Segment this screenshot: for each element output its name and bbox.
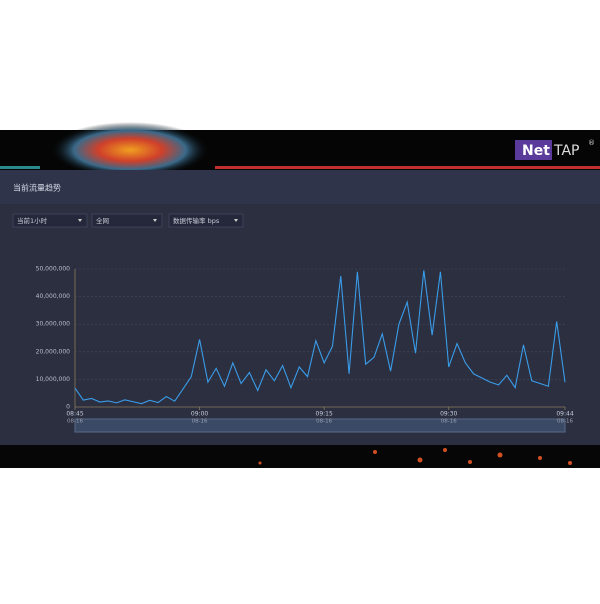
dropdown[interactable] bbox=[12, 213, 88, 228]
y-tick-label: 10,000,000 bbox=[36, 376, 71, 383]
y-tick-label: 0 bbox=[66, 404, 70, 411]
x-tick-date: 08-16 bbox=[557, 419, 573, 425]
dropdown[interactable] bbox=[91, 213, 163, 228]
dropdown-label[interactable]: 当前1小时 bbox=[17, 216, 48, 225]
brand-net: Net bbox=[522, 143, 550, 159]
dropdown-arrow bbox=[153, 219, 157, 222]
x-tick-label: 08:45 bbox=[66, 411, 83, 418]
panel-header bbox=[0, 170, 600, 204]
footer-dots bbox=[258, 448, 572, 465]
brand-box bbox=[515, 140, 552, 160]
brand-mark: ® bbox=[588, 139, 595, 147]
x-tick-date: 08-16 bbox=[441, 419, 457, 425]
traffic-line bbox=[74, 270, 566, 405]
y-tick-label: 30,000,000 bbox=[36, 321, 71, 328]
x-tick-label: 09:44 bbox=[556, 411, 573, 418]
header-splash bbox=[50, 122, 210, 178]
header-stripe bbox=[215, 166, 600, 169]
y-tick-label: 50,000,000 bbox=[36, 266, 71, 273]
panel-title: 当前流量趋势 bbox=[13, 183, 61, 193]
dropdown-label[interactable]: 数据传输率 bps bbox=[173, 216, 220, 225]
footer-bar bbox=[0, 445, 600, 468]
x-tick-label: 09:30 bbox=[440, 411, 457, 418]
panel bbox=[0, 170, 600, 445]
y-tick-label: 20,000,000 bbox=[36, 348, 71, 355]
chart: 0 10,000,000 20,000,000 30,000,000 40,000,00… bbox=[36, 266, 574, 425]
dropdown-arrow bbox=[234, 219, 238, 222]
x-tick-date: 08-16 bbox=[67, 419, 83, 425]
filters: 当前1小时 全网 数据传输率 bps bbox=[12, 213, 244, 228]
header-stripe bbox=[0, 166, 40, 169]
dropdown-label[interactable]: 全网 bbox=[96, 216, 109, 225]
x-tick-label: 09:00 bbox=[191, 411, 208, 418]
dropdown-arrow bbox=[78, 219, 82, 222]
x-tick-label: 09:15 bbox=[316, 411, 333, 418]
brand-tap: TAP bbox=[553, 143, 579, 159]
x-tick-date: 08-16 bbox=[192, 419, 208, 425]
x-tick-date: 08-16 bbox=[316, 419, 332, 425]
zoom-slider[interactable] bbox=[74, 418, 566, 433]
dropdown[interactable] bbox=[168, 213, 244, 228]
y-tick-label: 40,000,000 bbox=[36, 293, 71, 300]
